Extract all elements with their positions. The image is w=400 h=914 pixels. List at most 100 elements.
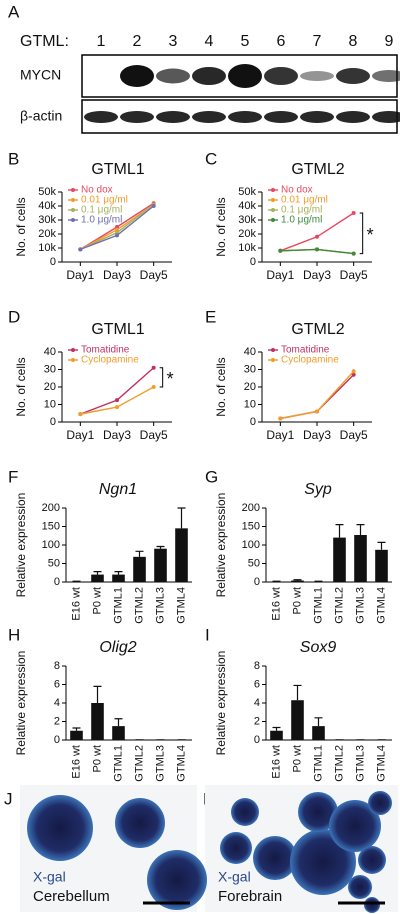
x-tick-label: Day5 <box>340 428 368 442</box>
y-tick-label: 50k <box>38 186 56 198</box>
x-tick-label: Day1 <box>66 268 94 282</box>
band <box>264 111 298 123</box>
bar <box>133 556 146 582</box>
legend-label: 1.0 μg/ml <box>281 215 322 226</box>
point <box>351 251 356 256</box>
chart-title: Sox9 <box>300 639 337 656</box>
stain-label: X-gal <box>33 869 66 885</box>
y-tick-label: 20 <box>244 381 256 393</box>
legend-label: Tomatidine <box>281 345 330 356</box>
significance-mark: * <box>367 225 374 245</box>
x-tick-label: GTML1 <box>312 745 324 782</box>
sphere <box>298 792 338 832</box>
y-tick-label: 0 <box>50 256 56 268</box>
x-tick-label: GTML2 <box>333 745 345 782</box>
band <box>264 67 298 85</box>
y-tick-label: 30k <box>38 214 56 226</box>
sphere <box>348 875 372 899</box>
x-tick-label: GTML2 <box>133 745 145 782</box>
y-tick-label: 0 <box>250 416 256 428</box>
point <box>115 225 119 229</box>
legend-label: 0.01 μg/ml <box>281 195 328 206</box>
legend-label: 0.1 μg/ml <box>81 205 122 216</box>
point <box>115 230 119 235</box>
error-bar <box>93 571 102 575</box>
sphere <box>220 832 252 864</box>
y-axis-label: No. of cells <box>214 197 228 256</box>
y-tick-label: 50 <box>248 557 260 569</box>
point <box>151 365 156 370</box>
error-bar <box>335 524 344 538</box>
panel-label: A <box>8 2 20 21</box>
y-tick-label: 0 <box>50 416 56 428</box>
sphere <box>147 850 207 910</box>
band <box>120 65 154 87</box>
y-tick-label: 30k <box>238 214 256 226</box>
band <box>228 64 262 88</box>
legend-marker <box>71 358 75 362</box>
x-tick-label: Day1 <box>266 428 294 442</box>
legend-marker <box>71 348 75 352</box>
chart-title: GTML2 <box>291 161 344 178</box>
chart-title: Olig2 <box>99 639 136 656</box>
region-label: Cerebellum <box>33 888 110 905</box>
band <box>120 111 154 123</box>
y-tick-label: 10k <box>238 242 256 254</box>
lane-label: 1 <box>97 33 106 50</box>
band <box>192 67 226 85</box>
point <box>78 247 83 252</box>
blot-bands <box>84 64 400 123</box>
point <box>351 369 356 374</box>
significance-mark: * <box>167 369 174 389</box>
y-tick-label: 8 <box>54 660 60 672</box>
point <box>151 204 156 208</box>
bar <box>91 574 104 582</box>
bar <box>70 730 83 740</box>
significance-bracket <box>359 212 364 255</box>
y-axis-label: Relative expression <box>14 493 28 598</box>
sphere <box>27 795 93 861</box>
sphere <box>253 836 297 880</box>
y-axis-label: Relative expression <box>214 493 228 598</box>
spheres <box>27 791 392 913</box>
y-tick-label: 40k <box>238 200 256 212</box>
x-tick-label: GTML1 <box>112 745 124 782</box>
error-bar <box>377 541 386 550</box>
panel-label: I <box>205 625 210 644</box>
y-tick-label: 30 <box>44 363 56 375</box>
error-bar <box>93 685 102 703</box>
y-tick-label: 2 <box>54 715 60 727</box>
x-tick-label: Day5 <box>340 268 368 282</box>
legend-label: No dox <box>281 185 313 196</box>
stain-label: X-gal <box>218 869 251 885</box>
x-tick-label: GTML1 <box>312 587 324 624</box>
chart-title: Ngn1 <box>99 481 137 498</box>
bar <box>112 574 125 582</box>
lane-label: 5 <box>241 33 250 50</box>
bar <box>154 548 167 582</box>
sphere <box>368 791 392 815</box>
bar <box>375 549 388 582</box>
legend-marker <box>271 198 275 202</box>
blot-label: GTML: <box>20 33 69 50</box>
error-bar <box>272 726 281 731</box>
point <box>115 233 119 238</box>
chart-title: GTML2 <box>291 321 344 338</box>
band <box>300 111 334 123</box>
error-bar <box>114 571 123 575</box>
x-tick-label: GTML3 <box>354 587 366 624</box>
chart-title: GTML1 <box>91 321 144 338</box>
lane-label: 4 <box>205 33 214 50</box>
y-tick-label: 100 <box>242 539 260 551</box>
bar <box>112 726 125 740</box>
y-tick-label: 150 <box>242 520 260 532</box>
legend-marker <box>71 208 75 212</box>
y-tick-label: 20 <box>44 381 56 393</box>
bar <box>312 726 325 740</box>
y-tick-label: 4 <box>254 697 260 709</box>
x-tick-label: P0 wt <box>291 587 303 615</box>
x-tick-label: P0 wt <box>91 587 103 615</box>
y-tick-label: 50k <box>238 186 256 198</box>
legend-label: No dox <box>81 185 113 196</box>
lane-label: 7 <box>313 33 322 50</box>
